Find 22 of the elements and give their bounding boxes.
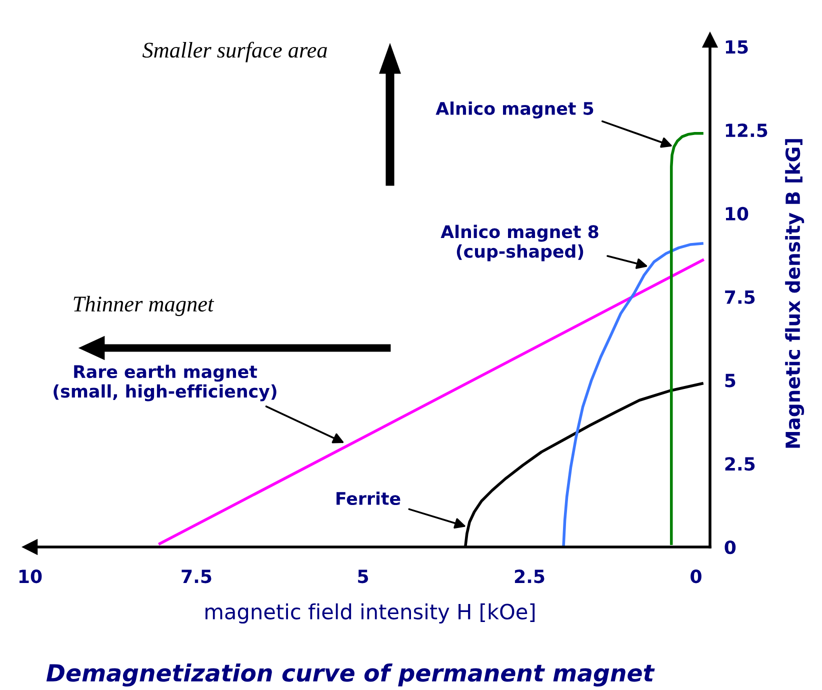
x-tick-label: 10: [19, 570, 42, 584]
x-tick-label: 2.5: [514, 570, 544, 584]
annotation: Alnico magnet 5: [436, 102, 594, 118]
x-tick-label: 7.5: [182, 570, 212, 584]
y-tick-label: 12.5: [726, 124, 768, 138]
annotation: Smaller surface area: [142, 42, 327, 62]
y-tick-label: 15: [726, 40, 748, 54]
annotation: Thinner magnet: [74, 296, 214, 316]
y-tick-label: 7.5: [725, 290, 755, 304]
x-tick-label: 5: [358, 570, 368, 584]
x-axis-title: magnetic field intensity H [kOe]: [206, 603, 535, 624]
y-tick-label: 10: [726, 206, 748, 221]
y-axis-title: Magnetic flux density B [kG]: [785, 139, 804, 448]
annotation: Alnico magnet 8 (cup-shaped): [440, 224, 598, 262]
y-tick-label: 0: [724, 540, 736, 554]
annotation: Ferrite: [336, 492, 400, 506]
text: Demagnetization curve of permanent magnet: [46, 663, 655, 687]
annotation: Rare earth magnet (small, high-efficiency): [54, 364, 276, 402]
x-tick-label: 0: [690, 570, 702, 584]
y-tick-label: 2.5: [725, 457, 755, 471]
y-tick-label: 5: [725, 374, 736, 388]
line-series: [670, 132, 704, 546]
